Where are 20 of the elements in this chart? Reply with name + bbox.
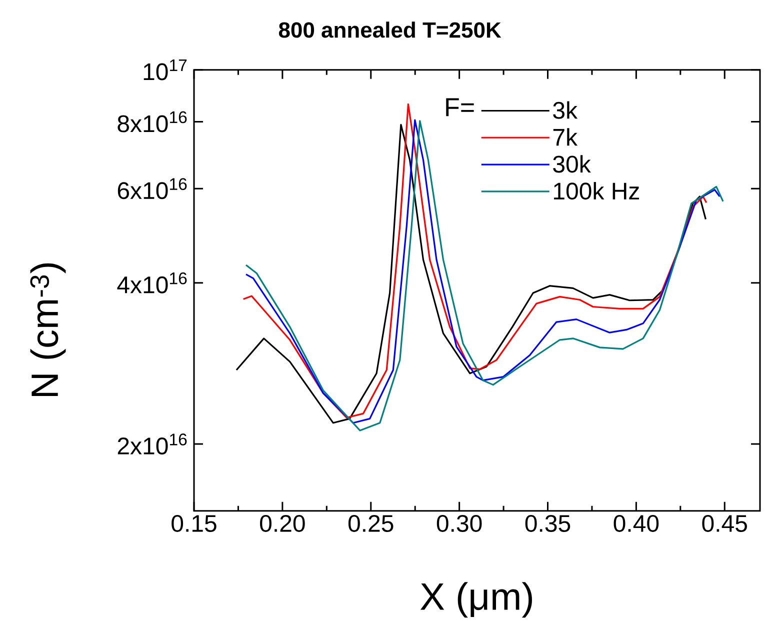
y-tick-label: 8x10$^{16}$ — [118, 111, 187, 132]
x-tick-label: 0.30 — [436, 514, 482, 532]
x-tick-label: 0.35 — [525, 514, 570, 532]
x-tick-label: 0.20 — [260, 514, 305, 532]
x-axis-title: X (μm) — [420, 582, 532, 618]
legend-label: 100k Hz — [554, 182, 639, 200]
legend-title: F= — [446, 98, 474, 116]
x-tick-label: 0.15 — [172, 514, 216, 532]
x-tick-label: 0.45 — [702, 514, 747, 532]
y-axis-title: N (cm$^{-3}$) — [30, 263, 66, 396]
legend-label: 3k — [553, 101, 578, 119]
chart-title: 800 annealed T=250K — [278, 22, 502, 38]
legend-label: 7k — [553, 128, 578, 146]
y-tick-label: 6x10$^{16}$ — [118, 178, 187, 200]
x-tick-label: 0.25 — [348, 514, 394, 532]
legend-label: 30k — [553, 155, 591, 173]
y-tick-label: 10$^{17}$ — [144, 59, 187, 80]
x-tick-label: 0.40 — [614, 514, 659, 532]
y-tick-label: 4x10$^{16}$ — [117, 272, 187, 294]
y-tick-label: 2x10$^{16}$ — [118, 434, 187, 455]
